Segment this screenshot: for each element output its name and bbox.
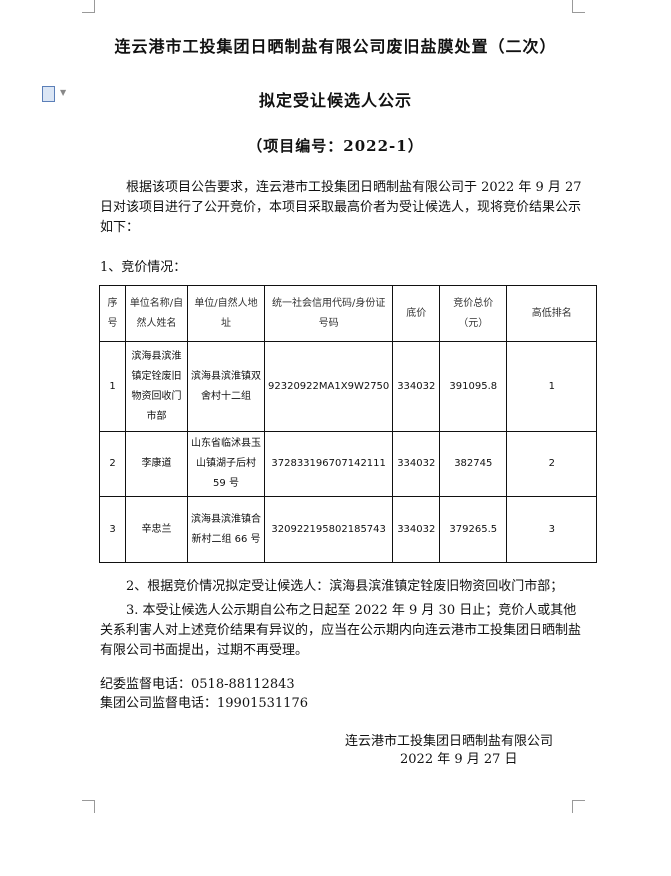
cell-bid-total: 391095.8: [439, 341, 508, 432]
signature-date: 2022 年 9 月 27 日: [400, 752, 518, 767]
cell-address: 滨海县滨淮镇双舍村十二组: [187, 341, 265, 432]
cell-base-price: 334032: [392, 431, 441, 497]
cell-name: 李康道: [125, 431, 188, 497]
header-cell: 高低排名: [506, 285, 598, 342]
corner-mark-top-left: [82, 0, 95, 13]
cell-index: 3: [99, 496, 126, 563]
cell-rank: 3: [506, 496, 598, 563]
cell-id: 372833196707142111: [263, 431, 394, 497]
cell-name: 滨海县滨淮镇定铨废旧物资回收门市部: [125, 341, 188, 432]
bid-table: 序号 单位名称/自然人姓名 单位/自然人地址 统一社会信用代码/身份证号码 底价…: [99, 285, 598, 563]
header-cell: 统一社会信用代码/身份证号码: [263, 285, 394, 342]
cell-base-price: 334032: [392, 496, 441, 563]
cell-rank: 2: [506, 431, 598, 497]
cell-index: 1: [99, 341, 126, 432]
signature-company: 连云港市工投集团日晒制盐有限公司: [345, 734, 554, 749]
supervision-phone-group: 集团公司监督电话：19901531176: [100, 696, 308, 711]
table-row: 3 辛忠兰 滨海县滨淮镇合新村二组 66 号 32092219580218574…: [99, 496, 598, 563]
cell-name: 辛忠兰: [125, 496, 188, 563]
table-row: 2 李康道 山东省临沭县玉山镇湖子后村 59 号 372833196707142…: [99, 431, 598, 497]
project-number: （项目编号：2022-1）: [247, 137, 424, 155]
section-3: 3. 本受让候选人公示期自公布之日起至 2022 年 9 月 30 日止；竞价人…: [100, 603, 582, 658]
title-line-1: 连云港市工投集团日晒制盐有限公司废旧盐膜处置（二次）: [114, 37, 557, 56]
corner-mark-top-right: [572, 0, 585, 13]
cell-rank: 1: [506, 341, 598, 432]
cell-bid-total: 379265.5: [439, 496, 508, 563]
header-cell: 单位名称/自然人姓名: [125, 285, 188, 342]
title-line-2: 拟定受让候选人公示: [258, 91, 412, 110]
section-1-heading: 1、竞价情况：: [100, 260, 187, 275]
table-header-row: 序号 单位名称/自然人姓名 单位/自然人地址 统一社会信用代码/身份证号码 底价…: [99, 285, 598, 342]
cell-base-price: 334032: [392, 341, 441, 432]
caret-down-icon[interactable]: ▼: [60, 88, 67, 97]
header-cell: 竞价总价（元）: [439, 285, 508, 342]
supervision-phone-discipline: 纪委监督电话：0518-88112843: [100, 677, 295, 692]
cell-address: 滨海县滨淮镇合新村二组 66 号: [187, 496, 265, 563]
cell-id: 320922195802185743: [263, 496, 394, 563]
cell-id: 92320922MA1X9W2750: [263, 341, 394, 432]
header-cell: 底价: [392, 285, 441, 342]
document-icon[interactable]: [42, 86, 55, 102]
table-row: 1 滨海县滨淮镇定铨废旧物资回收门市部 滨海县滨淮镇双舍村十二组 9232092…: [99, 341, 598, 432]
corner-mark-bottom-left: [82, 800, 95, 813]
header-cell: 序号: [99, 285, 126, 342]
cell-bid-total: 382745: [439, 431, 508, 497]
intro-paragraph: 根据该项目公告要求，连云港市工投集团日晒制盐有限公司于 2022 年 9 月 2…: [100, 180, 582, 235]
section-2: 2、根据竞价情况拟定受让候选人：滨海县滨淮镇定铨废旧物资回收门市部；: [126, 579, 564, 594]
cell-address: 山东省临沭县玉山镇湖子后村 59 号: [187, 431, 265, 497]
header-cell: 单位/自然人地址: [187, 285, 265, 342]
corner-mark-bottom-right: [572, 800, 585, 813]
cell-index: 2: [99, 431, 126, 497]
